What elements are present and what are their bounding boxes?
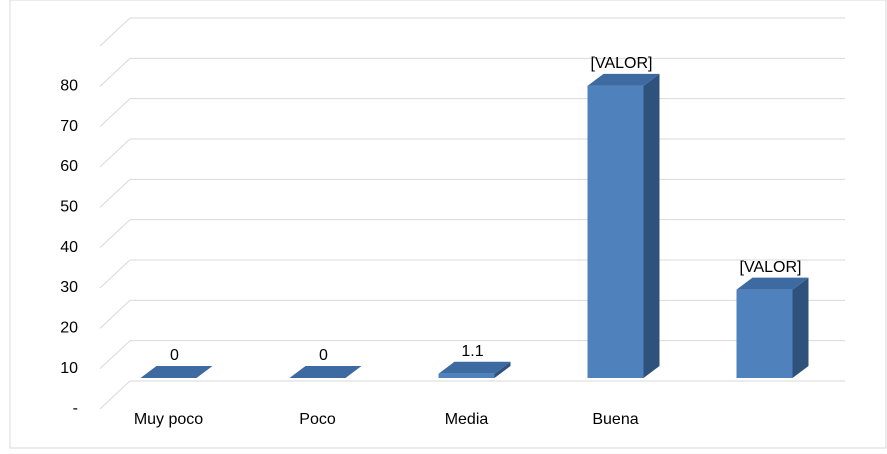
y-tick-label: 80 xyxy=(60,78,78,95)
grid-line xyxy=(99,219,131,249)
y-tick-label: 70 xyxy=(60,118,78,135)
bar-face xyxy=(140,366,213,378)
x-tick-label: Buena xyxy=(592,411,638,428)
bar xyxy=(438,361,511,378)
bar xyxy=(587,73,660,379)
x-tick-label: Media xyxy=(445,411,489,428)
bar-face xyxy=(643,73,660,379)
grid-line xyxy=(99,178,131,208)
grid-line xyxy=(99,138,131,168)
bar xyxy=(140,366,213,378)
y-tick-label: - xyxy=(73,400,78,417)
data-label: [VALOR] xyxy=(591,55,653,72)
y-tick-label: 60 xyxy=(60,158,78,175)
bar-face xyxy=(587,73,660,86)
bar xyxy=(736,277,809,378)
y-tick-label: 40 xyxy=(60,239,78,256)
y-tick-label: 20 xyxy=(60,320,78,337)
bar-face xyxy=(792,277,809,378)
y-tick-label: 30 xyxy=(60,279,78,296)
bar-face xyxy=(438,361,511,374)
data-label: 0 xyxy=(170,347,179,364)
grid-line xyxy=(99,380,131,410)
y-tick-label: 10 xyxy=(60,360,78,377)
bar-face xyxy=(736,277,809,290)
bar-face xyxy=(494,361,511,378)
y-tick-label: 50 xyxy=(60,199,78,216)
grid-line xyxy=(99,57,131,87)
chart-border xyxy=(9,0,887,449)
x-tick-label: Poco xyxy=(299,411,336,428)
grid-line xyxy=(99,17,131,47)
grid-line xyxy=(99,299,131,329)
bar xyxy=(289,366,362,378)
data-label: 1.1 xyxy=(461,343,483,360)
grid-line xyxy=(99,340,131,370)
data-label: [VALOR] xyxy=(740,259,802,276)
grid-line xyxy=(99,98,131,128)
data-label: 0 xyxy=(319,347,328,364)
bar-face xyxy=(438,373,495,378)
bar-face xyxy=(289,366,362,378)
x-tick-label: Muy poco xyxy=(134,411,203,428)
grid-line xyxy=(99,259,131,289)
bar-face xyxy=(587,85,644,379)
bar-face xyxy=(736,289,793,378)
